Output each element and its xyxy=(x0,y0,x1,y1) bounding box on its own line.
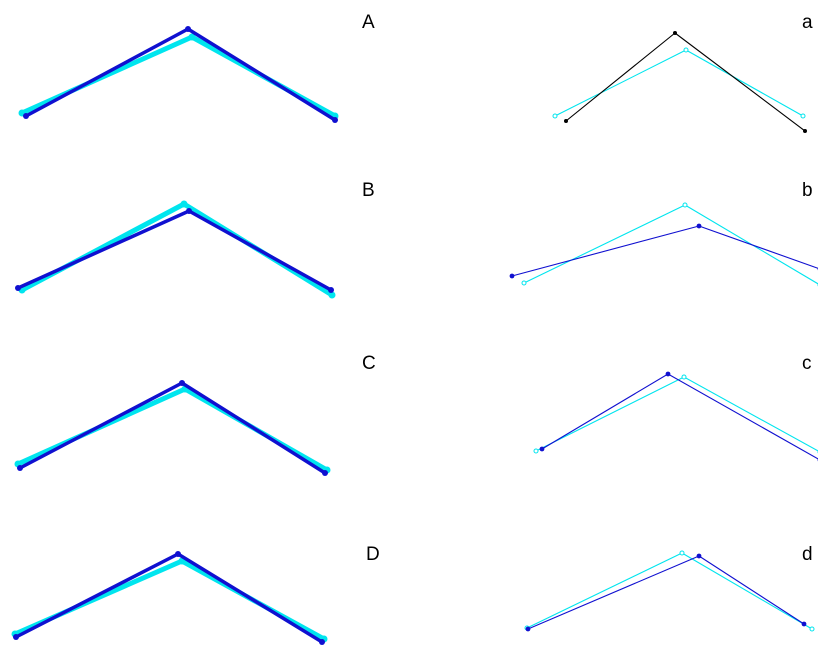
vertex-initial-a-2 xyxy=(803,129,807,133)
line-reference-a xyxy=(554,49,804,117)
vertex-reference-b-0 xyxy=(521,280,527,286)
panel-label-b: b xyxy=(802,180,813,201)
vertex-fitted-b-0 xyxy=(509,273,515,279)
vertex-fitted-c-0 xyxy=(539,446,545,452)
vertex-reference-d-2 xyxy=(809,626,815,632)
line-reference-D xyxy=(12,558,327,642)
lines-layer xyxy=(11,26,818,645)
panel-label-A: A xyxy=(362,12,375,33)
line-fitted-B xyxy=(16,209,333,292)
panel-B xyxy=(15,200,336,299)
line-reference-b xyxy=(523,204,818,285)
vertex-reference-a-1 xyxy=(683,47,689,53)
panel-label-d: d xyxy=(802,544,813,565)
panel-A xyxy=(18,26,339,123)
vertex-fitted-D-0 xyxy=(13,634,19,640)
vertex-reference-B-1 xyxy=(180,200,188,208)
line-reference-A xyxy=(19,34,338,119)
line-fitted-c xyxy=(541,373,818,460)
panel-label-B: B xyxy=(362,180,375,201)
panel-D xyxy=(11,551,328,645)
vertex-fitted-A-1 xyxy=(185,26,191,32)
panel-label-a: a xyxy=(802,12,813,33)
panel-a xyxy=(552,31,807,133)
vertex-fitted-C-1 xyxy=(179,380,185,386)
vertex-initial-a-1 xyxy=(673,31,677,35)
panel-label-c: c xyxy=(802,353,812,374)
vertex-fitted-B-1 xyxy=(186,208,192,214)
vertex-reference-a-0 xyxy=(552,113,558,119)
vertex-fitted-d-1 xyxy=(696,553,702,559)
vertex-reference-b-1 xyxy=(682,202,688,208)
panel-b xyxy=(509,202,818,287)
vertex-fitted-A-2 xyxy=(332,117,338,123)
panel-C xyxy=(14,380,331,476)
vertex-fitted-C-0 xyxy=(17,465,23,471)
vertex-reference-c-1 xyxy=(681,374,687,380)
vertex-reference-B-2 xyxy=(328,291,336,299)
vertex-reference-A-1 xyxy=(188,33,196,41)
vertex-fitted-D-2 xyxy=(319,639,325,645)
vertex-initial-a-0 xyxy=(564,119,568,123)
line-fitted-d xyxy=(527,555,805,630)
panel-d xyxy=(524,550,815,632)
vertex-reference-c-0 xyxy=(533,448,539,454)
vertex-fitted-b-1 xyxy=(696,223,702,229)
line-reference-d xyxy=(526,552,813,630)
vertex-reference-a-2 xyxy=(800,113,806,119)
labels-layer: A B C D a b c d xyxy=(362,12,813,565)
line-reference-c xyxy=(535,376,818,452)
panel-c xyxy=(533,371,818,462)
vertex-fitted-A-0 xyxy=(23,113,29,119)
vertex-reference-d-1 xyxy=(679,550,685,556)
vertex-fitted-c-1 xyxy=(665,371,671,377)
vertex-fitted-d-0 xyxy=(525,626,531,632)
vertex-fitted-D-1 xyxy=(175,551,181,557)
vertex-fitted-B-2 xyxy=(328,287,334,293)
line-fitted-b xyxy=(511,225,818,277)
vertex-fitted-C-2 xyxy=(322,470,328,476)
vertex-fitted-B-0 xyxy=(15,285,21,291)
vertex-fitted-d-2 xyxy=(801,621,807,627)
panel-label-C: C xyxy=(362,353,376,374)
line-reference-C xyxy=(15,386,330,473)
panel-label-D: D xyxy=(366,544,380,565)
